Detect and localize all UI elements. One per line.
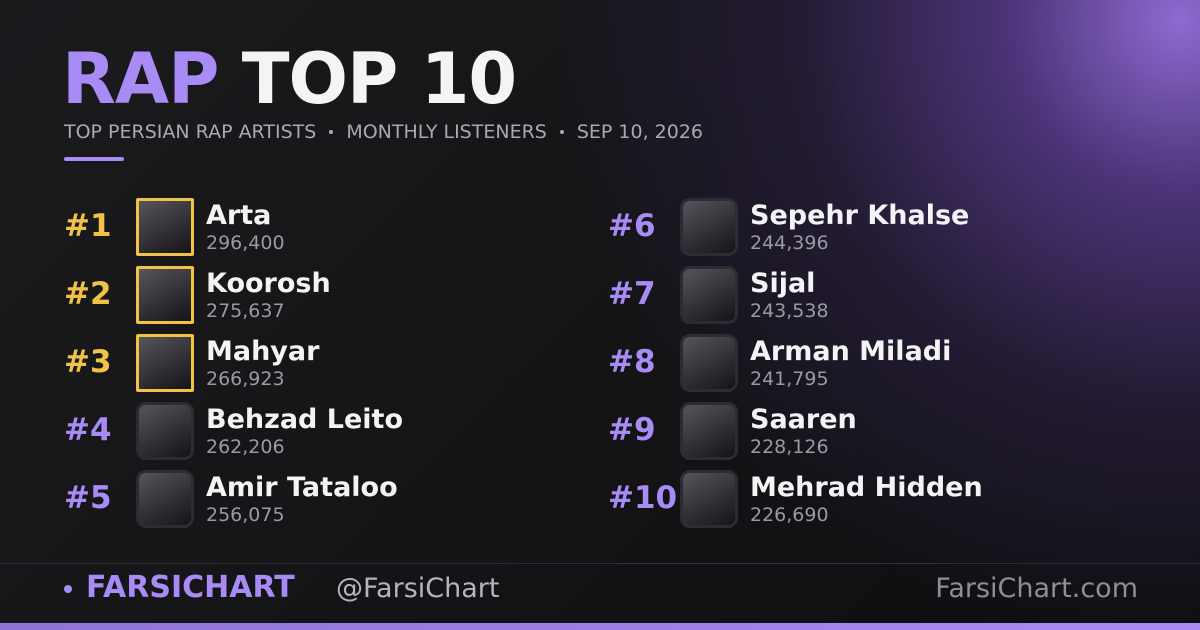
- bottom-bar: [0, 623, 1200, 630]
- artist-avatar: [680, 402, 738, 460]
- artist-avatar: [680, 198, 738, 256]
- title-accent: RAP: [62, 38, 219, 120]
- monthly-listeners: 244,396: [750, 232, 829, 254]
- ranking-row[interactable]: #2 Koorosh 275,637: [64, 266, 544, 326]
- ranking-row[interactable]: #4 Behzad Leito 262,206: [64, 402, 544, 462]
- artist-avatar: [680, 266, 738, 324]
- artist-name: Arman Miladi: [750, 336, 952, 367]
- artist-avatar: [136, 402, 194, 460]
- brand-dot: [64, 585, 72, 593]
- artist-avatar: [136, 266, 194, 324]
- subtitle: TOP PERSIAN RAP ARTISTS MONTHLY LISTENER…: [64, 121, 703, 143]
- subtitle-part: TOP PERSIAN RAP ARTISTS: [64, 121, 317, 143]
- artist-name: Mahyar: [206, 336, 320, 367]
- rank: #2: [64, 276, 112, 312]
- artist-name: Mehrad Hidden: [750, 472, 983, 503]
- ranking-row[interactable]: #8 Arman Miladi 241,795: [608, 334, 1088, 394]
- rank: #8: [608, 344, 656, 380]
- monthly-listeners: 262,206: [206, 436, 285, 458]
- ranking-row[interactable]: #3 Mahyar 266,923: [64, 334, 544, 394]
- rank: #4: [64, 412, 112, 448]
- rank: #10: [608, 480, 678, 516]
- website[interactable]: FarsiChart.com: [935, 573, 1138, 604]
- ranking-row[interactable]: #7 Sijal 243,538: [608, 266, 1088, 326]
- rank: #3: [64, 344, 112, 380]
- ranking-row[interactable]: #1 Arta 296,400: [64, 198, 544, 258]
- artist-avatar: [680, 334, 738, 392]
- rank: #7: [608, 276, 656, 312]
- artist-avatar: [136, 198, 194, 256]
- ranking-row[interactable]: #6 Sepehr Khalse 244,396: [608, 198, 1088, 258]
- separator: [559, 130, 564, 134]
- rank: #5: [64, 480, 112, 516]
- monthly-listeners: 256,075: [206, 504, 285, 526]
- handle[interactable]: @FarsiChart: [336, 573, 500, 604]
- ranking-row[interactable]: #9 Saaren 228,126: [608, 402, 1088, 462]
- artist-avatar: [136, 334, 194, 392]
- monthly-listeners: 228,126: [750, 436, 829, 458]
- monthly-listeners: 296,400: [206, 232, 285, 254]
- separator: [329, 130, 334, 134]
- monthly-listeners: 275,637: [206, 300, 285, 322]
- artist-name: Amir Tataloo: [206, 472, 398, 503]
- monthly-listeners: 226,690: [750, 504, 829, 526]
- subtitle-part: MONTHLY LISTENERS: [346, 121, 547, 143]
- artist-name: Sijal: [750, 268, 816, 299]
- monthly-listeners: 266,923: [206, 368, 285, 390]
- monthly-listeners: 241,795: [750, 368, 829, 390]
- rank: #9: [608, 412, 656, 448]
- artist-avatar: [680, 470, 738, 528]
- title-rest: TOP 10: [241, 38, 517, 120]
- artist-name: Behzad Leito: [206, 404, 404, 435]
- subtitle-part: SEP 10, 2026: [576, 121, 704, 143]
- title-underline: [64, 157, 124, 161]
- title: RAP TOP 10: [62, 38, 517, 120]
- artist-name: Koorosh: [206, 268, 331, 299]
- artist-avatar: [136, 470, 194, 528]
- rank: #1: [64, 208, 112, 244]
- artist-name: Saaren: [750, 404, 857, 435]
- brand: FARSICHART: [86, 570, 295, 605]
- artist-name: Arta: [206, 200, 272, 231]
- ranking-row[interactable]: #5 Amir Tataloo 256,075: [64, 470, 544, 530]
- rank: #6: [608, 208, 656, 244]
- artist-name: Sepehr Khalse: [750, 200, 970, 231]
- footer-divider: [0, 563, 1200, 564]
- ranking-row[interactable]: #10 Mehrad Hidden 226,690: [608, 470, 1088, 530]
- monthly-listeners: 243,538: [750, 300, 829, 322]
